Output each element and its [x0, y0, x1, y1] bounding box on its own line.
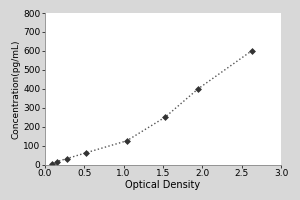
X-axis label: Optical Density: Optical Density [125, 180, 201, 190]
Y-axis label: Concentration(pg/mL): Concentration(pg/mL) [12, 39, 21, 139]
